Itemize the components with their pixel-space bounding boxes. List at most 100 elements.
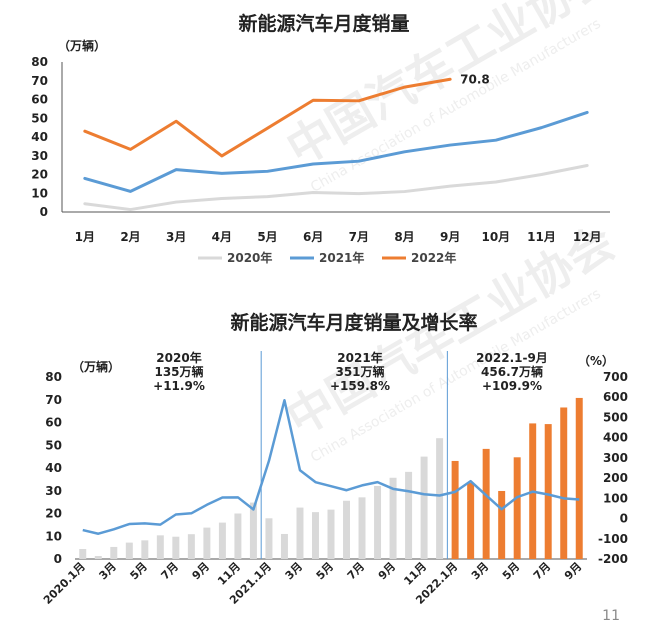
chart1-data-label: 70.8	[460, 72, 490, 86]
chart1-y-tick-label: 70	[31, 74, 48, 88]
chart1-legend-label: 2022年	[411, 250, 456, 265]
chart2-y-left-tick-label: 0	[54, 552, 62, 566]
bar-2020	[234, 513, 242, 559]
chart2-y-left-tick-label: 80	[45, 370, 62, 384]
chart2-title: 新能源汽车月度销量及增长率	[230, 311, 477, 334]
bar-2021	[420, 456, 428, 559]
chart2-y-left-tick-label: 70	[45, 393, 62, 407]
bar-2021	[343, 500, 351, 559]
chart1-x-tick-label: 10月	[481, 230, 510, 244]
bar-2020	[110, 546, 118, 559]
chart2-y-left-tick-label: 20	[45, 507, 62, 521]
chart2-y-right-tick-label: 600	[603, 390, 628, 404]
bar-2021	[436, 438, 444, 559]
chart2-y-left-tick-label: 60	[45, 416, 62, 430]
bar-2021	[358, 497, 366, 559]
chart2-annotation-line: 351万辆	[335, 364, 384, 379]
bar-2020	[125, 542, 133, 559]
page-number: 11	[602, 608, 620, 624]
chart1-x-tick-label: 11月	[527, 230, 556, 244]
chart1-title: 新能源汽车月度销量	[238, 12, 409, 35]
chart2-x-tick-label: 2020.1月	[41, 560, 88, 607]
bar-2022	[544, 424, 552, 559]
chart1-y-tick-label: 40	[31, 130, 48, 144]
bar-2020	[187, 534, 195, 559]
chart2-x-tick-label: 9月	[190, 560, 212, 582]
chart1-y-tick-label: 30	[31, 149, 48, 163]
chart2-y-right-tick-label: 300	[603, 451, 628, 465]
growth-rate-line	[82, 399, 580, 535]
bar-2020	[141, 540, 149, 559]
chart2-annotation-line: 456.7万辆	[481, 364, 543, 379]
chart1-y-tick-label: 10	[31, 186, 48, 200]
bar-2020	[94, 556, 102, 559]
chart2-y-left-tick-label: 10	[45, 529, 62, 543]
chart2-x-tick-label: 7月	[159, 560, 181, 582]
bar-2020	[203, 527, 211, 559]
bar-2022	[498, 490, 506, 559]
chart1-x-tick-label: 6月	[303, 230, 323, 244]
chart1-y-unit: （万辆）	[58, 38, 106, 53]
chart2-y-right-tick-label: 0	[620, 512, 628, 526]
chart1-legend-label: 2020年	[227, 250, 272, 265]
chart1-y-tick-label: 0	[40, 205, 48, 219]
chart2-annotation-line: 2020年	[156, 350, 201, 365]
series-2020-line	[83, 164, 589, 212]
chart2-x-tick-label: 3月	[469, 560, 491, 582]
bar-2021	[374, 485, 382, 559]
series-2022-line	[83, 77, 452, 158]
chart1-x-tick-label: 9月	[440, 230, 460, 244]
bar-2022	[513, 457, 521, 559]
chart1-legend-label: 2021年	[319, 250, 364, 265]
chart2-x-tick-label: 3月	[97, 560, 119, 582]
chart2-x-tick-label: 5月	[128, 560, 150, 582]
bar-2020	[172, 536, 180, 559]
chart2-y-right-tick-label: 200	[603, 471, 628, 485]
monthly-sales-line-chart: 新能源汽车月度销量 （万辆） 0 10 20 30 40 50 60 70 80 1月 2月 3月 4月 5月…	[31, 12, 610, 265]
chart2-x-tick-label: 7月	[531, 560, 553, 582]
chart2-annotation-line: 2022.1-9月	[476, 351, 548, 365]
bar-2020	[249, 502, 257, 559]
bar-2022	[560, 407, 568, 559]
chart2-x-tick-label: 9月	[376, 560, 398, 582]
chart2-annotation-line: +11.9%	[153, 379, 205, 393]
chart2-y-right-tick-label: 500	[603, 410, 628, 424]
chart1-y-tick-label: 60	[31, 93, 48, 107]
series-2021-line	[83, 110, 589, 193]
chart1-x-tick-label: 4月	[212, 230, 232, 244]
chart1-x-tick-label: 7月	[349, 230, 369, 244]
chart2-y-left-tick-label: 50	[45, 438, 62, 452]
bar-2021	[389, 477, 397, 559]
bar-2022	[467, 483, 475, 559]
chart2-annotation-line: 2021年	[337, 350, 382, 365]
bar-2021	[296, 507, 304, 559]
bar-2022	[575, 397, 583, 559]
chart2-x-tick-label: 7月	[345, 560, 367, 582]
bar-2021	[265, 518, 273, 559]
chart2-y-right-tick-label: 400	[603, 431, 628, 445]
chart2-y-left-tick-label: 30	[45, 484, 62, 498]
chart2-annotation-line: +109.9%	[482, 379, 542, 393]
bar-2021	[327, 509, 335, 559]
chart1-y-tick-label: 80	[31, 55, 48, 69]
chart1-x-tick-label: 12月	[573, 230, 602, 244]
chart2-x-tick-label: 5月	[500, 560, 522, 582]
chart1-y-tick-label: 20	[31, 168, 48, 182]
chart2-y-unit-left: （万辆）	[72, 359, 120, 374]
bar-2020	[218, 522, 226, 559]
bar-2021	[405, 471, 413, 559]
chart2-x-tick-label: 5月	[314, 560, 336, 582]
chart2-y-right-tick-label: -100	[598, 532, 628, 546]
chart2-x-tick-label: 3月	[283, 560, 305, 582]
chart2-y-left-tick-label: 40	[45, 461, 62, 475]
chart1-x-tick-label: 2月	[120, 230, 140, 244]
chart1-y-tick-label: 50	[31, 111, 48, 125]
chart2-y-right-tick-label: 100	[603, 491, 628, 505]
bar-2022	[482, 448, 490, 559]
chart2-x-tick-label: 11月	[215, 560, 243, 588]
bar-2020	[79, 548, 87, 559]
chart2-y-right-tick-label: -200	[598, 552, 628, 566]
chart2-annotation-line: 135万辆	[154, 364, 203, 379]
chart2-x-tick-label: 9月	[562, 560, 584, 582]
